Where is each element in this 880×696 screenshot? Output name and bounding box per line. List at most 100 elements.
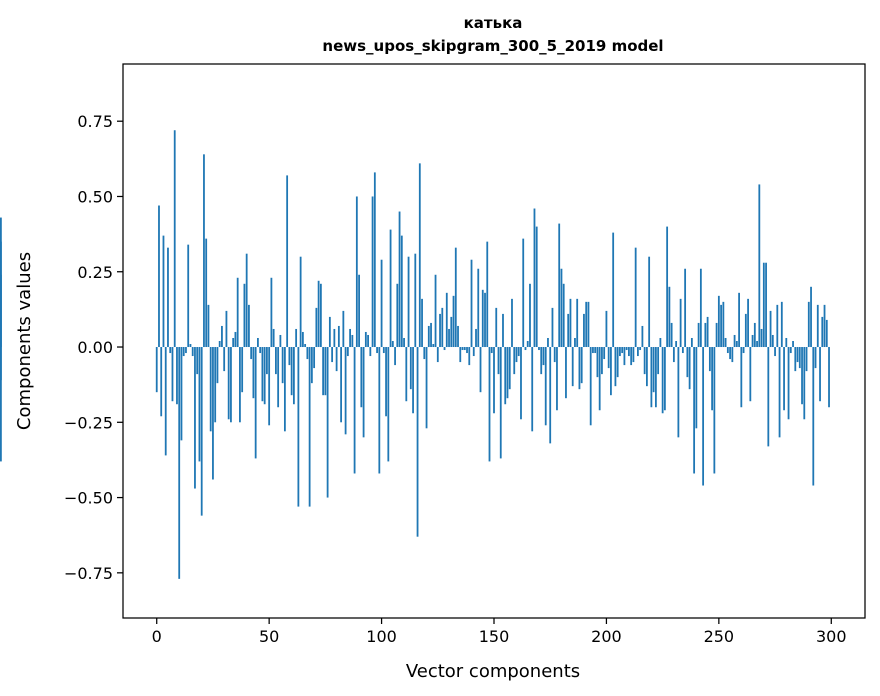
bar-component-51 [270,277,273,348]
bar-component-152 [497,347,500,375]
bar-component-210 [628,347,630,357]
bar-component-59 [288,347,291,366]
bar-component-8 [173,130,176,348]
bar-component-225 [661,347,664,414]
y-tick-label: −0.25 [64,413,113,432]
bar-component-143 [477,268,480,348]
bar-component-208 [623,347,626,366]
bar-component-81 [337,325,340,348]
bar-component-89 [355,196,358,348]
bar-component-278 [780,301,783,348]
bar-component-undefined [0,347,2,462]
bar-component-262 [744,313,747,348]
bar-component-19 [198,347,201,462]
bar-component-125 [436,347,439,363]
bar-component-296 [821,316,824,348]
bar-component-76 [326,347,329,498]
bar-component-156 [506,347,509,399]
bar-component-116 [416,347,419,537]
bar-component-4 [164,347,167,456]
bar-component-174 [547,337,549,348]
bar-component-147 [486,241,489,348]
bar-component-136 [461,347,464,351]
bar-component-85 [346,347,349,357]
bar-component-67 [306,347,309,360]
bar-component-137 [463,347,466,351]
bar-component-159 [513,347,516,375]
bar-component-119 [423,347,426,360]
bar-component-253 [724,337,727,348]
bar-component-169 [535,226,538,348]
bar-component-58 [286,175,289,348]
bar-component-258 [735,341,738,348]
bar-component-56 [281,347,284,384]
bar-component-43 [252,347,255,399]
bar-component-16 [191,347,194,357]
bar-component-190 [583,313,585,348]
bar-component-290 [807,301,810,348]
bar-component-32 [227,347,230,420]
x-tick-label: 250 [704,627,735,646]
bar-component-88 [353,347,356,474]
bar-component-245 [706,316,709,348]
bar-component-215 [639,347,642,351]
bar-component-62 [295,328,298,348]
bar-component-5 [167,247,169,348]
bar-component-24 [209,347,212,432]
bar-component-255 [729,347,731,360]
bar-component-50 [268,347,271,426]
bar-component-121 [427,325,430,348]
bar-component-288 [803,347,806,420]
bar-component-224 [659,337,662,348]
bar-component-160 [515,347,518,363]
bar-component-73 [319,283,322,348]
bar-component-109 [400,235,403,348]
bar-component-75 [324,347,327,396]
x-tick-label: 150 [479,627,510,646]
bar-component-202 [610,347,612,396]
bar-component-213 [634,247,637,348]
bar-component-31 [225,310,228,348]
bar-component-281 [787,347,790,420]
bar-component-192 [587,301,590,348]
bar-component-212 [632,347,635,363]
bar-component-54 [277,347,280,408]
y-tick-label: −0.75 [64,564,113,583]
bar-component-14 [187,244,190,348]
bar-component-279 [783,347,785,411]
bar-component-79 [333,328,336,348]
bar-component-28 [218,341,221,348]
bar-component-227 [666,226,669,348]
bar-component-181 [562,283,565,348]
bar-component-1 [158,205,160,348]
x-tick-label: 200 [591,627,622,646]
bar-component-158 [511,298,513,348]
bar-component-126 [439,313,441,348]
bar-component-178 [556,347,558,411]
bar-component-161 [517,347,520,357]
bar-component-217 [643,347,646,375]
bar-component-275 [774,347,776,357]
bar-component-269 [760,328,763,348]
bar-component-163 [522,238,525,348]
bar-component-261 [742,347,745,354]
bar-component-291 [810,286,812,348]
bar-component-65 [301,331,304,348]
bar-component-84 [344,347,347,435]
bar-component-101 [382,347,385,354]
bar-component-270 [762,262,765,348]
bar-component-197 [598,347,601,411]
bar-component-127 [441,307,444,348]
bar-component-128 [443,347,446,351]
y-tick-label: −0.50 [64,489,113,508]
bar-component-222 [654,347,657,408]
bar-component-42 [250,347,253,360]
x-tick-label: 0 [152,627,162,646]
y-axis-ticks: −0.75 −0.50 −0.25 0.00 0.25 0.50 0.75 [64,112,123,583]
bar-component-44 [254,347,257,459]
bar-component-293 [814,347,817,369]
bar-component-61 [292,347,295,405]
bar-component-29 [221,325,223,348]
bar-component-280 [785,337,788,348]
bar-component-33 [230,347,232,423]
